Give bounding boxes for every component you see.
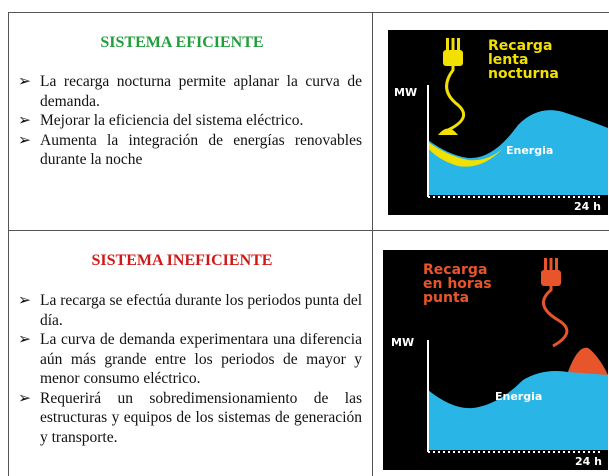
section-title: SISTEMA INEFICIENTE: [91, 252, 273, 269]
bullet: La recarga nocturna permite aplanar la c…: [18, 72, 362, 111]
figure-caption: punta: [423, 290, 469, 306]
area-label: Energia: [506, 144, 553, 157]
axis-label: MW: [394, 86, 417, 99]
figure-caption: en horas: [423, 276, 492, 292]
figure-caption: Recarga: [423, 262, 487, 278]
figure-caption: Recarga: [488, 38, 552, 54]
bullet: Aumenta la integración de energías renov…: [18, 131, 362, 170]
axis-label: 24 h: [574, 200, 601, 213]
figure-caption: lenta: [488, 52, 528, 68]
figure-caption: nocturna: [488, 66, 559, 82]
bullet: Requerirá un sobredimensionamiento de la…: [18, 389, 362, 448]
bullet-list: La recarga nocturna permite aplanar la c…: [18, 72, 362, 170]
bullet-list: La recarga se efectúa durante los period…: [18, 291, 362, 447]
cell: [372, 230, 609, 476]
bullet: La recarga se efectúa durante los period…: [18, 291, 362, 330]
figure: Recarga lenta nocturna MW Energia 24 h: [388, 30, 608, 215]
bullet: Mejorar la eficiencia del sistema eléctr…: [18, 111, 362, 131]
figure: Recarga en horas punta MW Energia 24 h: [383, 250, 608, 470]
axis-label: MW: [391, 336, 414, 349]
area-label: Energia: [495, 390, 542, 403]
section-title: SISTEMA EFICIENTE: [100, 34, 264, 51]
axis-label: 24 h: [575, 455, 602, 468]
bullet: La curva de demanda experimentara una di…: [18, 330, 362, 389]
